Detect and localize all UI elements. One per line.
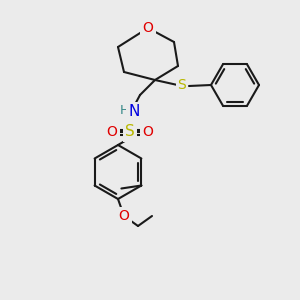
Text: O: O [118, 209, 129, 223]
Text: S: S [125, 124, 135, 140]
Text: O: O [142, 21, 153, 35]
Text: S: S [178, 78, 186, 92]
Text: H: H [120, 104, 130, 118]
Text: N: N [128, 104, 140, 119]
Text: O: O [142, 125, 153, 139]
Text: O: O [106, 125, 117, 139]
